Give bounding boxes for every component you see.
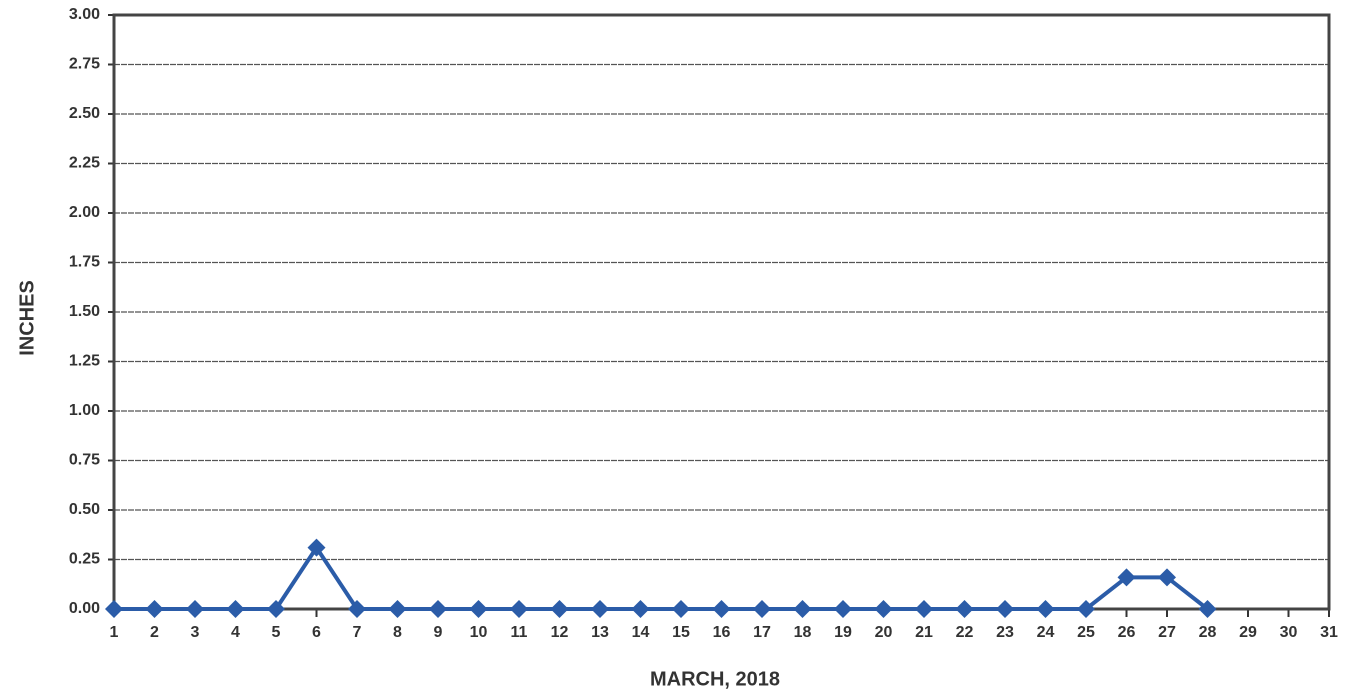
data-marker	[348, 600, 366, 618]
data-marker	[186, 600, 204, 618]
x-tick-label: 16	[713, 624, 731, 641]
y-tick-label: 0.75	[69, 452, 100, 469]
x-tick-label: 15	[672, 624, 690, 641]
x-tick-label: 1	[110, 624, 119, 641]
data-marker	[631, 600, 650, 618]
x-tick-label: 6	[312, 624, 321, 641]
data-marker	[510, 600, 528, 618]
data-marker	[469, 600, 488, 618]
x-tick-label: 10	[470, 624, 488, 641]
x-tick-label: 4	[231, 624, 240, 641]
data-marker	[793, 600, 812, 618]
x-tick-label: 22	[956, 624, 974, 641]
y-tick-label: 2.25	[69, 155, 100, 172]
y-tick-label: 3.00	[69, 6, 100, 23]
data-marker	[1077, 600, 1095, 618]
y-tick-label: 0.25	[69, 551, 100, 568]
data-marker	[591, 600, 609, 618]
data-marker	[1198, 600, 1217, 618]
data-marker	[753, 600, 771, 618]
y-tick-label: 1.00	[69, 402, 100, 419]
data-marker	[388, 600, 407, 618]
x-tick-label: 11	[511, 624, 528, 641]
x-tick-label: 17	[753, 624, 771, 641]
data-marker	[834, 600, 852, 618]
x-tick-label: 25	[1077, 624, 1095, 641]
data-marker	[105, 600, 123, 618]
data-marker	[550, 600, 569, 618]
y-tick-label: 1.25	[69, 353, 100, 370]
x-tick-label: 26	[1118, 624, 1136, 641]
data-marker	[955, 600, 974, 618]
data-marker	[307, 538, 326, 557]
x-axis-title: MARCH, 2018	[650, 668, 780, 690]
data-marker	[712, 600, 731, 618]
x-tick-label: 14	[632, 624, 650, 641]
x-tick-label: 30	[1280, 624, 1298, 641]
x-tick-label: 3	[191, 624, 200, 641]
data-marker	[145, 600, 164, 618]
data-marker	[915, 600, 933, 618]
x-tick-label: 18	[794, 624, 812, 641]
data-marker	[1117, 568, 1136, 587]
y-tick-label: 1.50	[69, 303, 100, 320]
y-tick-label: 0.50	[69, 501, 100, 518]
data-marker	[226, 600, 245, 618]
x-tick-label: 8	[393, 624, 402, 641]
x-tick-label: 12	[551, 624, 569, 641]
data-marker	[429, 600, 447, 618]
x-tick-label: 5	[272, 624, 281, 641]
y-tick-label: 0.00	[69, 600, 100, 617]
data-line	[114, 543, 1209, 611]
x-tick-label: 28	[1199, 624, 1217, 641]
y-tick-label: 2.50	[69, 105, 100, 122]
x-tick-label: 9	[434, 624, 443, 641]
x-tick-label: 20	[875, 624, 893, 641]
y-tick-label: 2.00	[69, 204, 100, 221]
x-tick-label: 19	[834, 624, 852, 641]
data-marker	[874, 600, 893, 618]
y-tick-label: 2.75	[69, 56, 100, 73]
x-tick-label: 21	[915, 624, 933, 641]
data-marker	[1158, 568, 1176, 587]
x-tick-label: 29	[1239, 624, 1257, 641]
data-marker	[672, 600, 690, 618]
x-tick-label: 24	[1037, 624, 1055, 641]
x-tick-label: 2	[150, 624, 159, 641]
x-tick-label: 31	[1320, 624, 1338, 641]
x-tick-label: 23	[996, 624, 1014, 641]
data-marker	[996, 600, 1014, 618]
y-tick-label: 1.75	[69, 254, 100, 271]
y-axis-title: INCHES	[16, 280, 38, 356]
x-tick-label: 27	[1158, 624, 1176, 641]
x-tick-label: 13	[591, 624, 609, 641]
data-marker	[267, 600, 285, 618]
data-marker	[1036, 600, 1055, 618]
x-tick-label: 7	[353, 624, 362, 641]
